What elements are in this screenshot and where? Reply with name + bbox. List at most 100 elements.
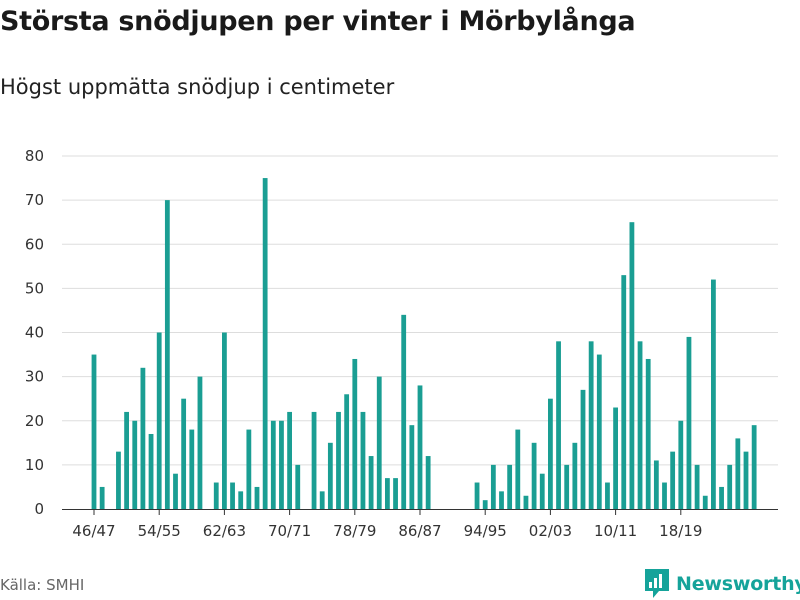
bar-07/08 — [588, 341, 594, 509]
x-tick-label: 70/71 — [268, 522, 311, 540]
bar-63/64 — [230, 482, 235, 509]
bar-27/28 — [751, 425, 757, 509]
bar-12/13 — [629, 222, 635, 509]
y-tick-label: 60 — [25, 235, 44, 253]
bar-59/60 — [197, 376, 203, 509]
brand-name: Newsworthy — [676, 573, 800, 595]
bar-03/04 — [556, 341, 561, 509]
bar-68/69 — [270, 420, 276, 509]
bar-75/76 — [327, 442, 333, 509]
bar-82/83 — [385, 478, 390, 509]
bar-65/66 — [246, 429, 252, 509]
bar-47/48 — [99, 486, 105, 509]
bar-95/96 — [490, 464, 496, 509]
bar-93/94 — [474, 482, 480, 509]
bar-69/70 — [279, 420, 284, 509]
bar-16/17 — [662, 482, 667, 509]
bar-76/77 — [336, 411, 341, 509]
x-tick-label: 78/79 — [333, 522, 376, 540]
y-tick-label: 40 — [25, 324, 44, 342]
y-tick-label: 80 — [25, 147, 44, 165]
x-axis-labels: 46/47 54/55 62/63 70/71 78/79 86/87 94/95 02/03… — [72, 522, 702, 540]
bar-11/12 — [621, 275, 627, 509]
x-axis — [62, 509, 778, 515]
gridlines — [62, 155, 778, 466]
bar-70/71 — [287, 411, 292, 509]
bar-22/23 — [711, 279, 716, 509]
bar-62/63 — [222, 332, 227, 509]
snow-depth-bar-chart: 0 10 20 30 40 50 60 70 80 46/47 54/55 62/63 70/71 78… — [25, 147, 778, 540]
bar-86/87 — [417, 385, 423, 509]
x-tick-label: 94/95 — [464, 522, 507, 540]
bar-17/18 — [670, 451, 676, 509]
bar-67/68 — [262, 178, 268, 509]
bar-46/47 — [91, 354, 97, 509]
bar-25/26 — [735, 438, 741, 509]
bar-24/25 — [727, 464, 733, 509]
bar-58/59 — [189, 429, 195, 509]
bar-50/51 — [124, 411, 129, 509]
bar-09/10 — [605, 482, 610, 509]
bar-26/27 — [743, 451, 749, 509]
bar-99/00 — [523, 495, 529, 509]
bar-54/55 — [156, 332, 162, 509]
bar-71/72 — [295, 464, 301, 509]
bar-77/78 — [344, 394, 350, 509]
bar-74/75 — [319, 491, 325, 509]
x-tick-label: 18/19 — [659, 522, 702, 540]
bar-06/07 — [580, 389, 586, 509]
bar-57/58 — [181, 398, 187, 509]
bar-49/50 — [116, 451, 121, 509]
bar-73/74 — [311, 411, 317, 509]
bar-66/67 — [254, 486, 260, 509]
bar-80/81 — [368, 456, 374, 509]
bar-97/98 — [507, 464, 513, 509]
bar-85/86 — [409, 425, 415, 509]
y-tick-label: 70 — [25, 191, 44, 209]
bar-10/11 — [613, 407, 618, 509]
bar-52/53 — [140, 367, 146, 509]
bar-84/85 — [401, 314, 407, 509]
bar-14/15 — [645, 358, 651, 509]
x-tick-label: 54/55 — [138, 522, 181, 540]
y-tick-label: 0 — [34, 500, 44, 518]
bar-78/79 — [352, 358, 358, 509]
bar-96/97 — [499, 491, 504, 509]
bar-19/20 — [686, 336, 692, 509]
y-axis-labels: 0 10 20 30 40 50 60 70 80 — [25, 147, 44, 518]
bar-13/14 — [637, 341, 643, 509]
bar-00/01 — [531, 442, 537, 509]
bar-83/84 — [393, 478, 398, 509]
bar-81/82 — [376, 376, 382, 509]
bar-64/65 — [238, 491, 244, 509]
y-tick-label: 20 — [25, 412, 44, 430]
bar-20/21 — [694, 464, 700, 509]
x-tick-label: 10/11 — [594, 522, 637, 540]
x-tick-label: 02/03 — [529, 522, 572, 540]
y-tick-label: 50 — [25, 279, 44, 297]
y-tick-label: 30 — [25, 368, 44, 386]
bar-56/57 — [173, 473, 178, 509]
x-tick-label: 46/47 — [72, 522, 115, 540]
bar-05/06 — [572, 442, 578, 509]
bar-15/16 — [653, 460, 659, 509]
bar-04/05 — [564, 464, 570, 509]
bar-01/02 — [539, 473, 545, 509]
bar-79/80 — [360, 411, 366, 509]
source-note: Källa: SMHI — [0, 576, 85, 594]
bar-61/62 — [213, 482, 219, 509]
bar-21/22 — [702, 495, 708, 509]
bar-98/99 — [515, 429, 521, 509]
newsworthy-logo-icon — [645, 569, 669, 598]
bar-08/09 — [596, 354, 602, 509]
bar-51/52 — [132, 420, 138, 509]
bar-02/03 — [548, 398, 553, 509]
bars — [91, 178, 757, 509]
chart-title: Största snödjupen per vinter i Mörbylång… — [0, 6, 636, 37]
chart-subtitle: Högst uppmätta snödjup i centimeter — [0, 75, 395, 99]
bar-53/54 — [148, 433, 154, 509]
y-tick-label: 10 — [25, 456, 44, 474]
bar-87/88 — [425, 456, 431, 509]
x-tick-label: 62/63 — [203, 522, 246, 540]
x-tick-label: 86/87 — [398, 522, 441, 540]
